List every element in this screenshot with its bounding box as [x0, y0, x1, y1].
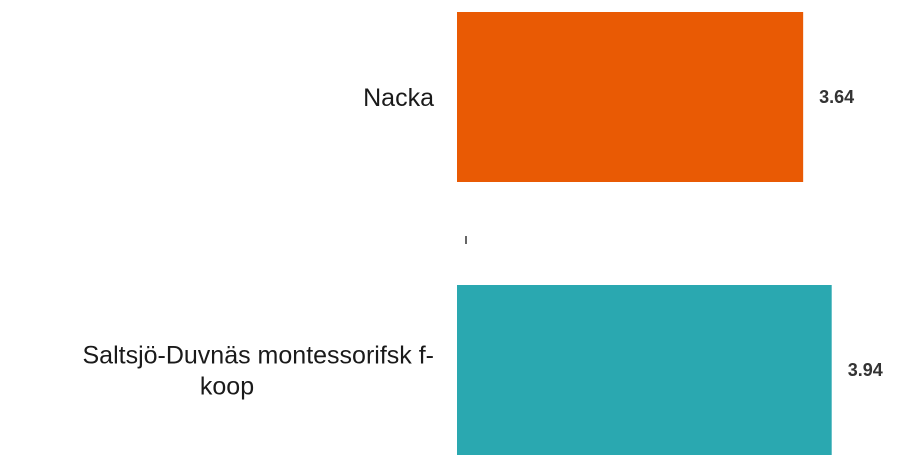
category-label-1: Nacka: [363, 84, 434, 112]
bar-1: [457, 12, 804, 182]
category-label-line: koop: [200, 373, 254, 401]
bar-2: [457, 285, 832, 455]
value-label-1: 3.64: [819, 87, 854, 107]
category-label-line: Nacka: [363, 84, 434, 112]
category-label-2: Saltsjö-Duvnäs montessorifsk f-koop: [82, 342, 434, 401]
value-label-2: 3.94: [848, 360, 883, 380]
category-label-line: Saltsjö-Duvnäs montessorifsk f-: [82, 342, 434, 370]
